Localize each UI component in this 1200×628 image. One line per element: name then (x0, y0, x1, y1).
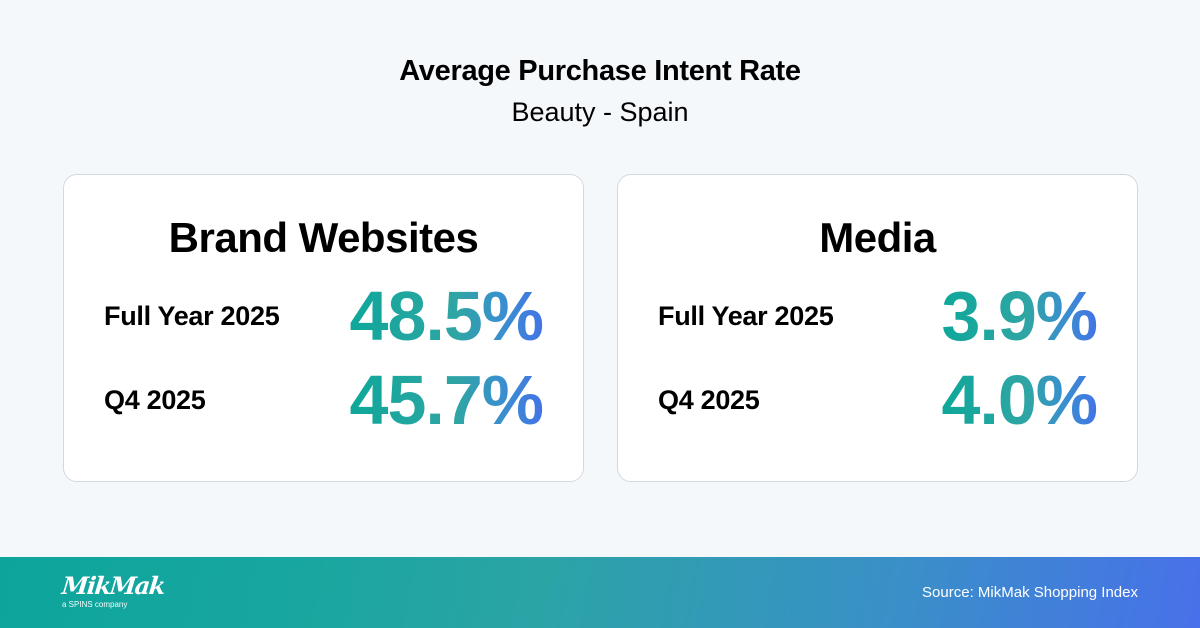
metric-row-q4: Q4 2025 45.7% (104, 361, 544, 439)
metric-label: Q4 2025 (658, 385, 760, 415)
metric-value: 45.7% (349, 361, 544, 439)
metric-value: 48.5% (349, 277, 544, 355)
metric-label: Full Year 2025 (104, 301, 280, 331)
page-title: Average Purchase Intent Rate (399, 55, 801, 87)
metric-label: Full Year 2025 (658, 301, 834, 331)
metric-value: 3.9% (941, 277, 1098, 355)
logo-tagline: a SPINS company (62, 600, 128, 609)
source-note: Source: MikMak Shopping Index (922, 584, 1138, 601)
card-title: Brand Websites (168, 214, 479, 261)
logo-wordmark: MikMak (60, 571, 166, 600)
metric-label: Q4 2025 (104, 385, 206, 415)
card-media: Media Full Year 2025 3.9% Q4 2025 4.0% (617, 174, 1138, 482)
page-subtitle: Beauty - Spain (511, 97, 689, 127)
header: Average Purchase Intent Rate Beauty - Sp… (0, 52, 1200, 132)
card-brand-websites: Brand Websites Full Year 2025 48.5% Q4 2… (63, 174, 584, 482)
metric-row-full-year: Full Year 2025 48.5% (104, 277, 544, 355)
mikmak-logo: MikMak a SPINS company (60, 571, 166, 610)
metric-value: 4.0% (941, 361, 1098, 439)
card-title: Media (819, 214, 936, 261)
footer-band: MikMak a SPINS company Source: MikMak Sh… (0, 557, 1200, 628)
metric-row-q4: Q4 2025 4.0% (658, 361, 1098, 439)
metric-row-full-year: Full Year 2025 3.9% (658, 277, 1098, 355)
